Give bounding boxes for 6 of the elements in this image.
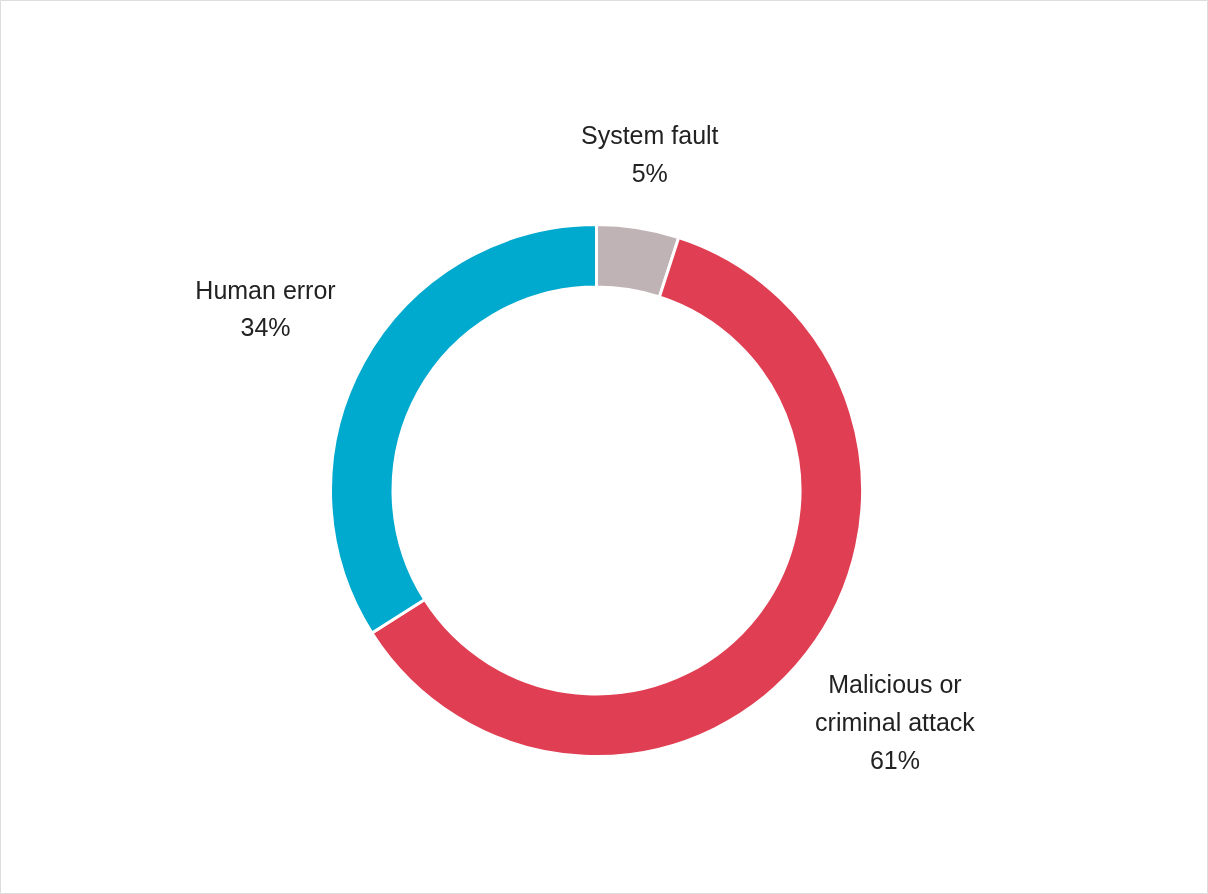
slice-label: Malicious or criminal attack [815, 670, 976, 737]
slice-label: System fault [580, 121, 719, 150]
data-label: 61% [869, 745, 920, 774]
data-label: 34% [240, 313, 291, 342]
data-label: 5% [631, 159, 668, 188]
slice-label: Human error [195, 275, 336, 304]
